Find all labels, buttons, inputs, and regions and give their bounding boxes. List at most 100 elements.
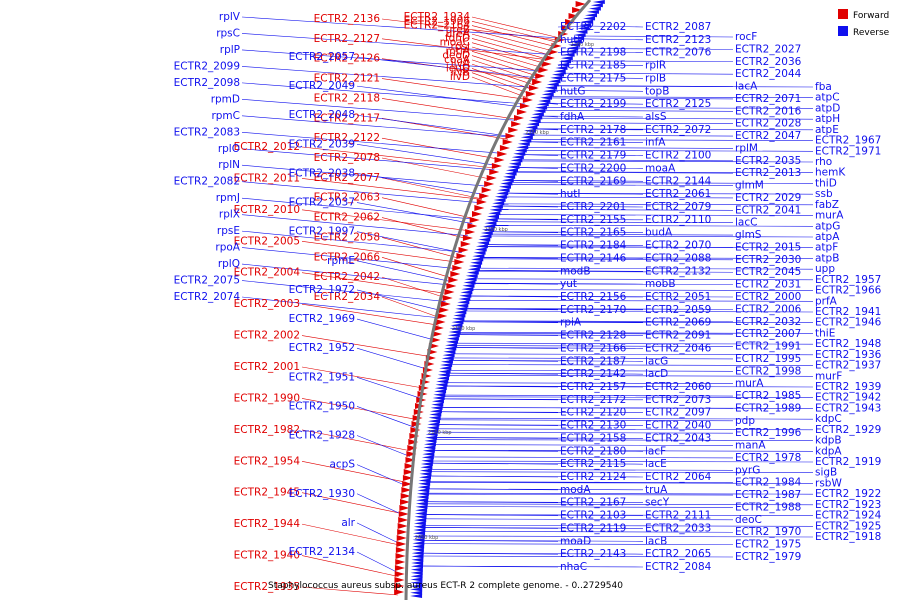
gene-label: ECTR2_2031 (735, 279, 801, 291)
gene-label: sigB (815, 467, 837, 479)
gene-label: ECTR2_2060 (645, 381, 711, 393)
reverse-gene-feature (435, 382, 448, 387)
gene-leader-line (301, 240, 459, 263)
gene-label: ECTR2_2032 (735, 316, 801, 328)
gene-label: ECTR2_2076 (645, 47, 712, 59)
gene-leader-line (479, 258, 734, 261)
reverse-gene-feature (410, 584, 423, 589)
forward-gene-feature (469, 217, 480, 223)
reverse-gene-feature (528, 118, 541, 123)
forward-gene-feature (446, 283, 457, 289)
leader-lines (241, 16, 814, 596)
gene-label: ECTR2_2040 (645, 420, 711, 432)
gene-label: ECTR2_2034 (314, 291, 381, 303)
gene-label: atpE (815, 124, 839, 136)
gene-leader-line (453, 345, 734, 347)
gene-label: ECTR2_2170 (560, 304, 626, 316)
forward-gene-feature (396, 541, 407, 547)
forward-gene-feature (397, 529, 408, 535)
forward-gene-feature (403, 469, 414, 475)
gene-leader-line (581, 35, 734, 38)
genome-backbone-arc (404, 0, 592, 600)
forward-gene-feature (532, 79, 543, 85)
gene-leader-line (419, 552, 644, 555)
gene-label: atpG (815, 220, 840, 232)
reverse-gene-feature (538, 99, 551, 103)
gene-leader-line (424, 501, 644, 504)
reverse-gene-feature (523, 128, 536, 133)
gene-label: mobB (645, 278, 676, 290)
gene-label: ECTR2_2178 (560, 124, 626, 136)
gene-label: ECTR2_2185 (560, 60, 626, 72)
gene-label: murF (815, 370, 842, 382)
reverse-gene-feature (463, 280, 476, 285)
reverse-gene-feature (490, 204, 503, 209)
gene-leader-line (356, 347, 428, 370)
reverse-gene-feature (586, 9, 599, 14)
reverse-gene-feature (416, 491, 429, 496)
gene-label: deoC (735, 514, 762, 526)
scale-tick-label: 2250 kbp (525, 130, 549, 136)
gene-label: ECTR2_2184 (560, 240, 627, 252)
gene-leader-line (381, 177, 483, 200)
gene-label: kdpA (815, 445, 842, 457)
gene-label: ECTR2_2202 (560, 21, 626, 33)
reverse-gene-feature (535, 105, 548, 110)
gene-label: ECTR2_2082 (174, 176, 240, 188)
gene-leader-line (467, 295, 734, 298)
forward-gene-feature (502, 139, 513, 145)
gene-leader-line (241, 263, 451, 286)
gene-leader-line (471, 16, 560, 39)
reverse-gene-feature (410, 580, 423, 585)
reverse-gene-feature (420, 462, 433, 466)
reverse-gene-feature (448, 330, 461, 334)
reverse-gene-feature (492, 201, 505, 206)
forward-gene-feature (401, 487, 412, 493)
gene-label: ECTR2_1919 (815, 456, 881, 468)
reverse-gene-feature (557, 62, 570, 67)
gene-label: rplO (218, 143, 240, 155)
gene-label: pyrG (735, 464, 760, 476)
gene-leader-line (446, 372, 644, 375)
gene-leader-line (435, 424, 644, 426)
gene-leader-line (432, 439, 814, 441)
reverse-gene-feature (414, 514, 427, 519)
gene-label: ilvB (451, 67, 470, 79)
reverse-gene-feature (425, 435, 438, 440)
gene-leader-line (504, 192, 814, 195)
gene-leader-line (548, 96, 814, 99)
legend-forward-label: Forward (853, 11, 889, 21)
gene-label: ECTR2_2134 (289, 546, 356, 558)
gene-leader-line (535, 122, 734, 124)
gene-leader-line (453, 342, 814, 345)
gene-label: ilvA (451, 58, 471, 70)
reverse-gene-feature (411, 551, 424, 556)
gene-leader-line (537, 117, 814, 120)
gene-label: ECTR2_2164 (404, 20, 471, 32)
gene-label: rpsC (216, 27, 240, 39)
gene-leader-line (301, 398, 417, 420)
gene-leader-line (459, 321, 814, 324)
forward-gene-feature (437, 313, 448, 319)
gene-leader-line (423, 503, 814, 506)
gene-leader-line (434, 431, 734, 434)
gene-leader-line (420, 535, 814, 538)
forward-gene-feature (400, 499, 411, 505)
reverse-gene-feature (575, 29, 588, 34)
reverse-gene-feature (457, 300, 470, 305)
gene-label: ECTR2_2007 (735, 328, 801, 340)
gene-leader-line (479, 257, 814, 259)
reverse-gene-feature (510, 158, 523, 163)
gene-label: ECTR2_2005 (234, 235, 300, 247)
gene-label: rplV (219, 11, 241, 23)
gene-leader-line (448, 364, 814, 366)
forward-gene-feature (460, 241, 471, 247)
gene-label: ECTR2_2010 (234, 204, 300, 216)
forward-gene-feature (489, 169, 500, 175)
reverse-gene-feature (459, 293, 472, 298)
gene-leader-line (438, 407, 814, 409)
gene-leader-line (356, 114, 510, 137)
forward-gene-feature (572, 7, 583, 13)
gene-label: rpsJ (450, 41, 470, 53)
reverse-gene-feature (418, 481, 431, 486)
